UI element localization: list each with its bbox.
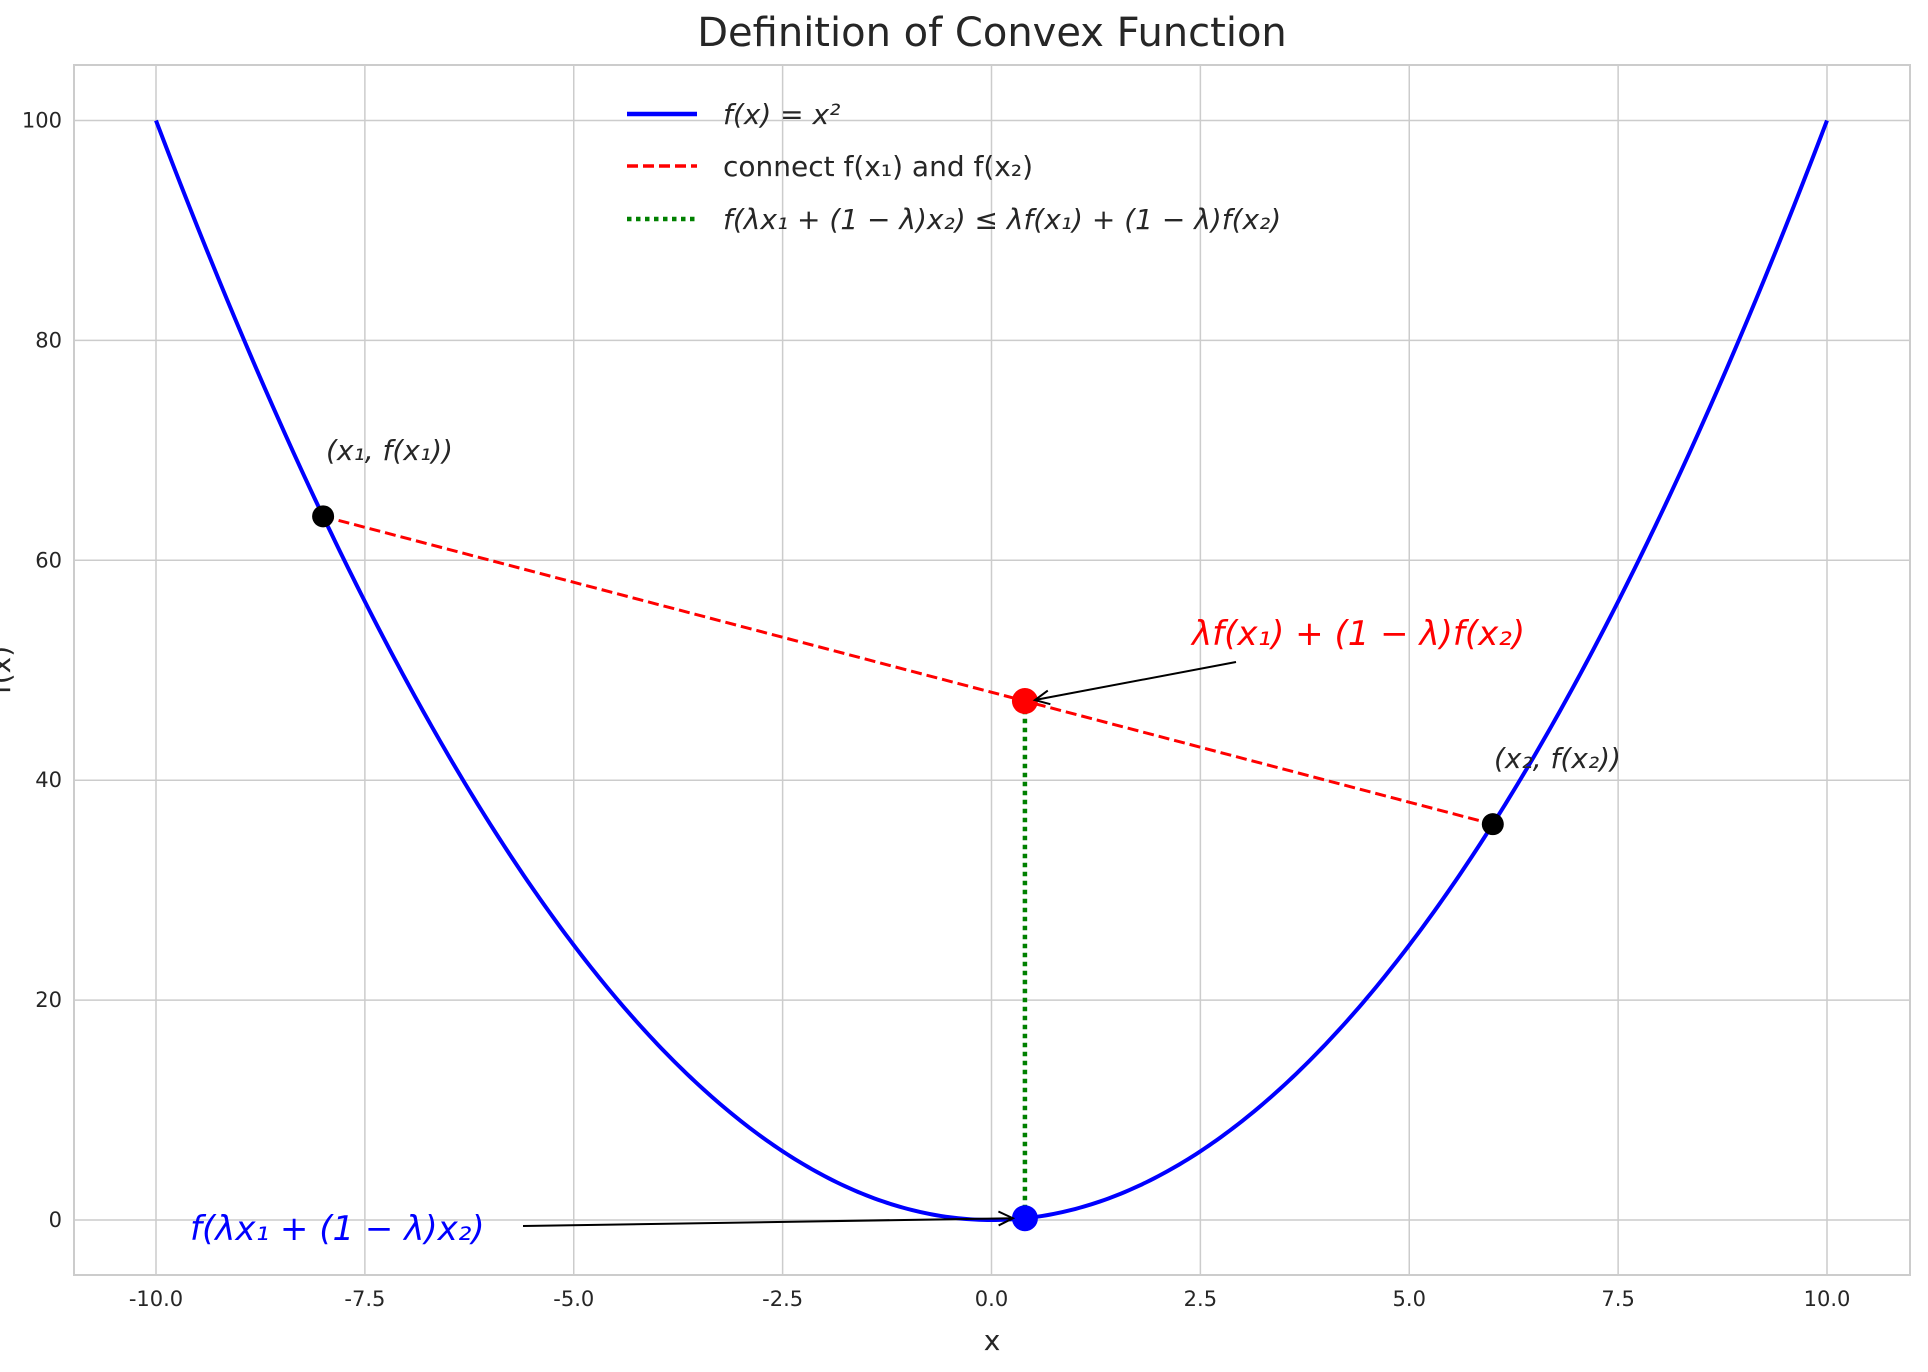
y-tick-label: 40 xyxy=(35,768,62,792)
y-tick-label: 100 xyxy=(22,109,62,133)
legend-entry: connect f(x₁) and f(x₂) xyxy=(723,150,1033,183)
data-point xyxy=(1011,688,1038,715)
annotation-arrow-red xyxy=(1034,661,1237,702)
data-point xyxy=(1481,813,1504,836)
y-axis-label: f(x) xyxy=(0,646,17,694)
x-tick-label: 7.5 xyxy=(1601,1287,1634,1311)
x-axis-label: x xyxy=(984,1324,1001,1357)
legend-entry: f(λx₁ + (1 − λ)x₂) ≤ λf(x₁) + (1 − λ)f(x… xyxy=(723,203,1281,236)
curve-f-x-squared xyxy=(154,119,1829,1223)
x-tick-label: 5.0 xyxy=(1393,1287,1426,1311)
x-tick-label: -10.0 xyxy=(129,1287,183,1311)
chart-title: Definition of Convex Function xyxy=(697,10,1287,56)
x-tick-label: 0.0 xyxy=(975,1287,1008,1311)
x-tick-label: 2.5 xyxy=(1184,1287,1217,1311)
annotation-arrow-blue xyxy=(522,1217,1013,1227)
annotation-convex-combination-value: λf(x₁) + (1 − λ)f(x₂) xyxy=(1190,614,1525,654)
x-tick-label: -2.5 xyxy=(762,1287,803,1311)
y-tick-label: 0 xyxy=(49,1208,62,1232)
y-tick-label: 60 xyxy=(35,548,62,572)
x-tick-label: -7.5 xyxy=(344,1287,385,1311)
secant-line xyxy=(322,514,1494,826)
y-tick-label: 80 xyxy=(35,328,62,352)
legend-entry: f(x) = x² xyxy=(723,98,840,131)
x-tick-label: -5.0 xyxy=(553,1287,594,1311)
annotation-arrow-blue-head xyxy=(997,1210,1016,1227)
data-point xyxy=(312,505,335,528)
annotation-function-value: f(λx₁ + (1 − λ)x₂) xyxy=(190,1209,485,1249)
y-tick-label: 20 xyxy=(35,988,62,1012)
point-label-x2: (x₂, f(x₂)) xyxy=(1494,742,1621,775)
data-point xyxy=(1011,1205,1038,1232)
x-tick-label: 10.0 xyxy=(1804,1287,1851,1311)
point-label-x1: (x₁, f(x₁)) xyxy=(326,434,453,467)
annotation-arrow-red-head xyxy=(1032,689,1051,706)
